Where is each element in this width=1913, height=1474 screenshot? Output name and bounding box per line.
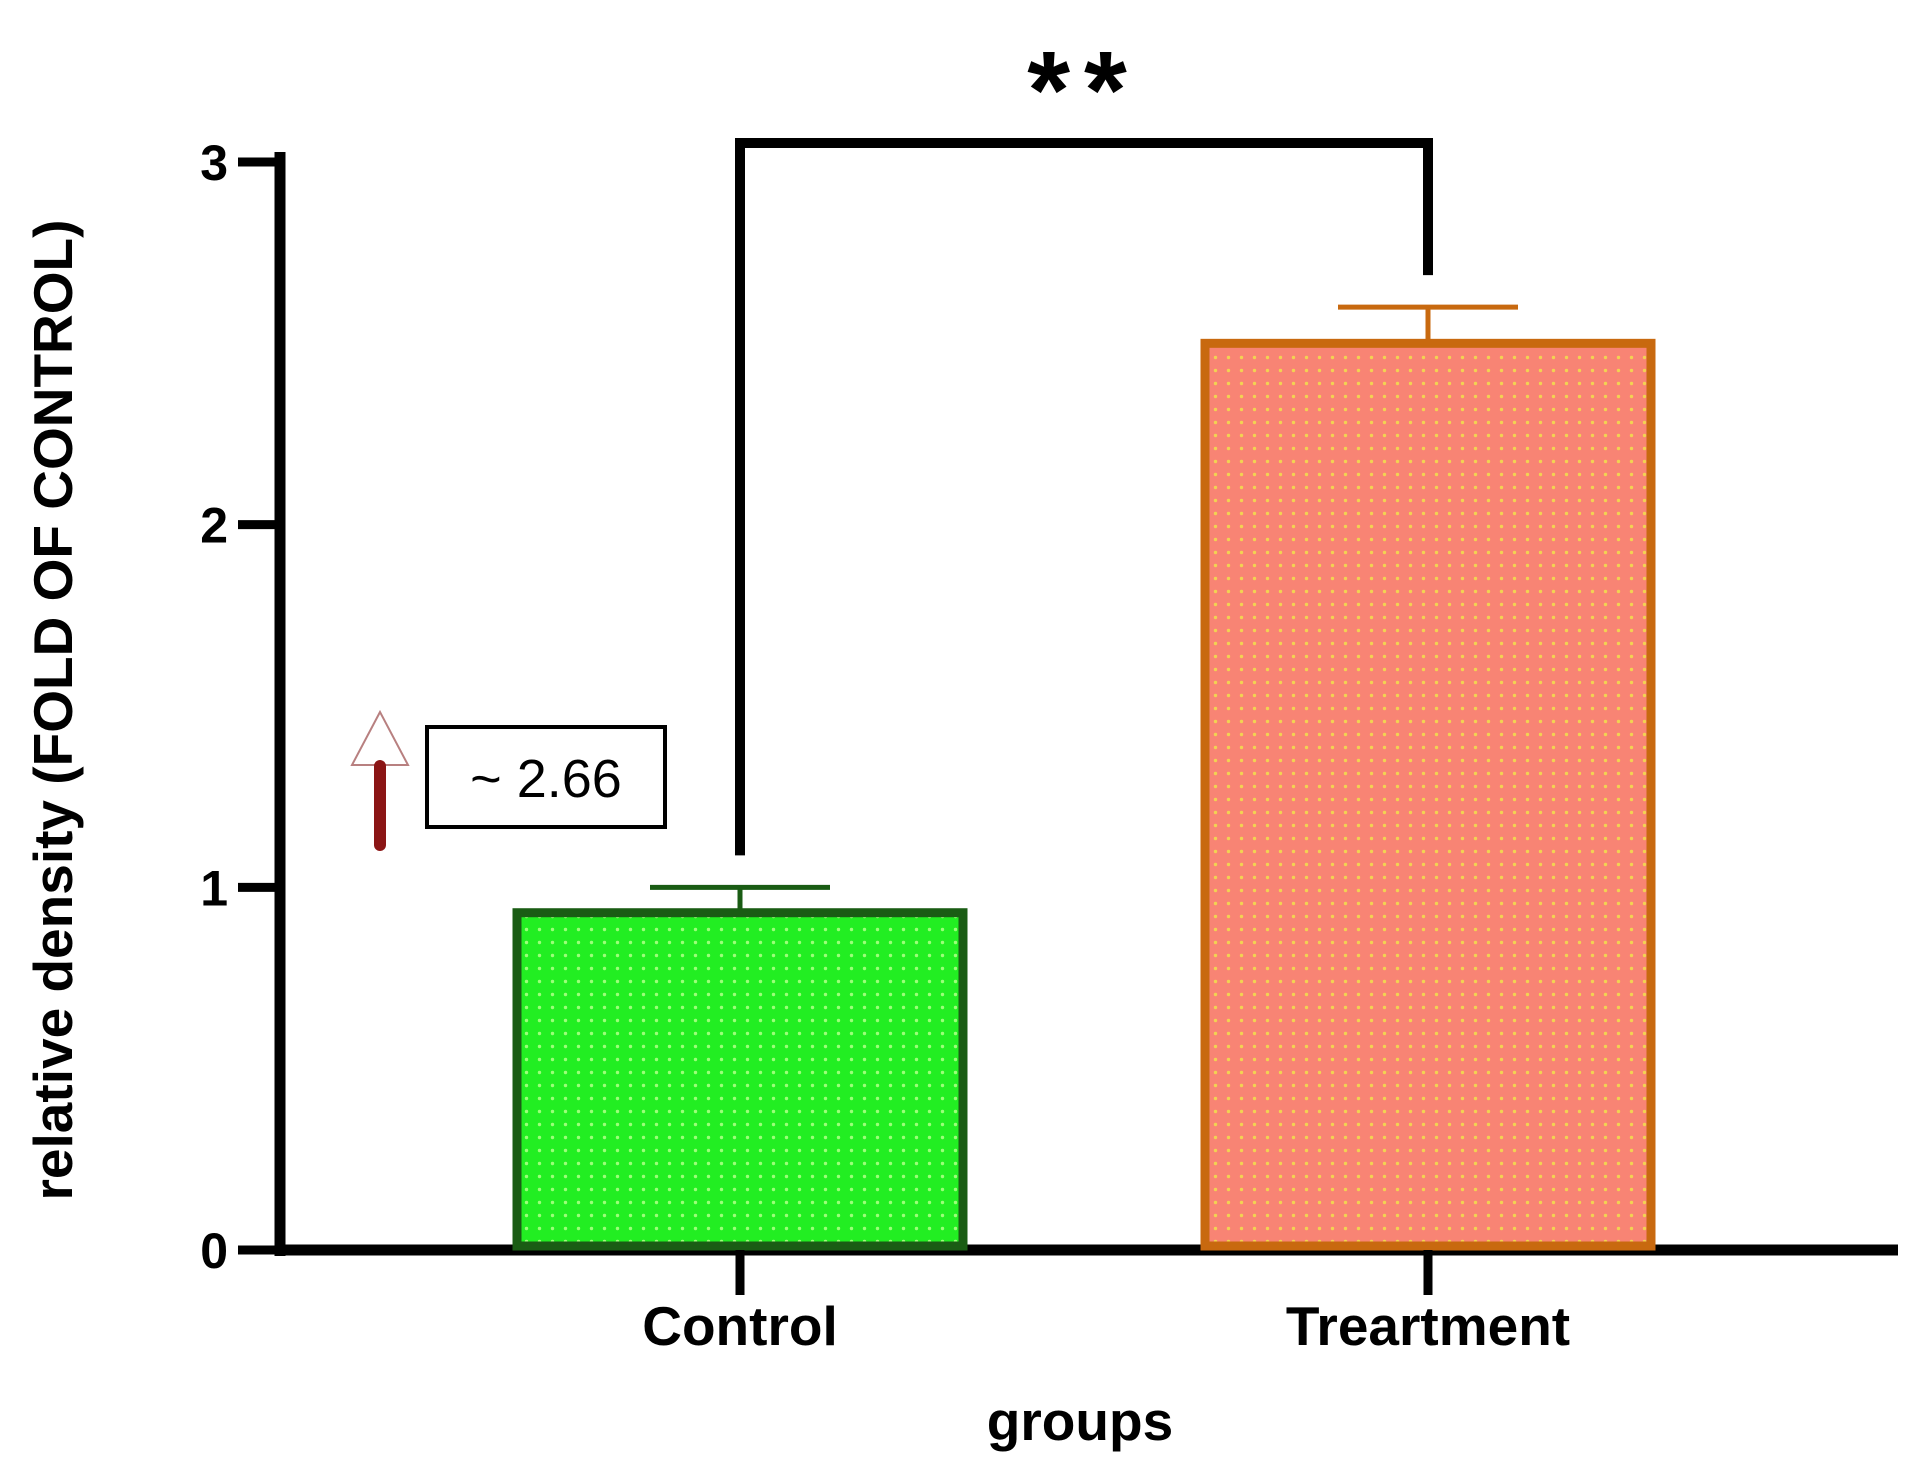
x-axis-ticks: Control Treartment xyxy=(642,1250,1570,1357)
annotation-box xyxy=(425,725,667,829)
y-tick-label: 2 xyxy=(200,498,228,554)
fold-change-annotation: ~ 2.66 xyxy=(350,709,667,851)
y-axis-ticks: 0 1 2 3 xyxy=(200,135,282,1279)
bars-group xyxy=(512,304,1656,1251)
x-axis-label: groups xyxy=(987,1390,1173,1452)
significance-line xyxy=(735,138,1433,856)
y-tick-label: 0 xyxy=(200,1223,228,1279)
bar-treartment xyxy=(1200,338,1656,1251)
y-tick-label: 1 xyxy=(200,860,228,916)
annotation-text: ~ 2.66 xyxy=(470,749,622,809)
up-arrow-icon xyxy=(350,709,410,766)
significance-stars: ** xyxy=(1027,29,1141,152)
bar-control xyxy=(512,908,968,1251)
y-axis-label: relative density (FOLD OF CONTROL) xyxy=(22,220,84,1201)
significance-bracket: ** xyxy=(735,29,1433,856)
y-tick-label: 3 xyxy=(200,135,228,191)
x-tick-label-control: Control xyxy=(642,1295,838,1357)
x-tick-label-treartment: Treartment xyxy=(1286,1295,1570,1357)
